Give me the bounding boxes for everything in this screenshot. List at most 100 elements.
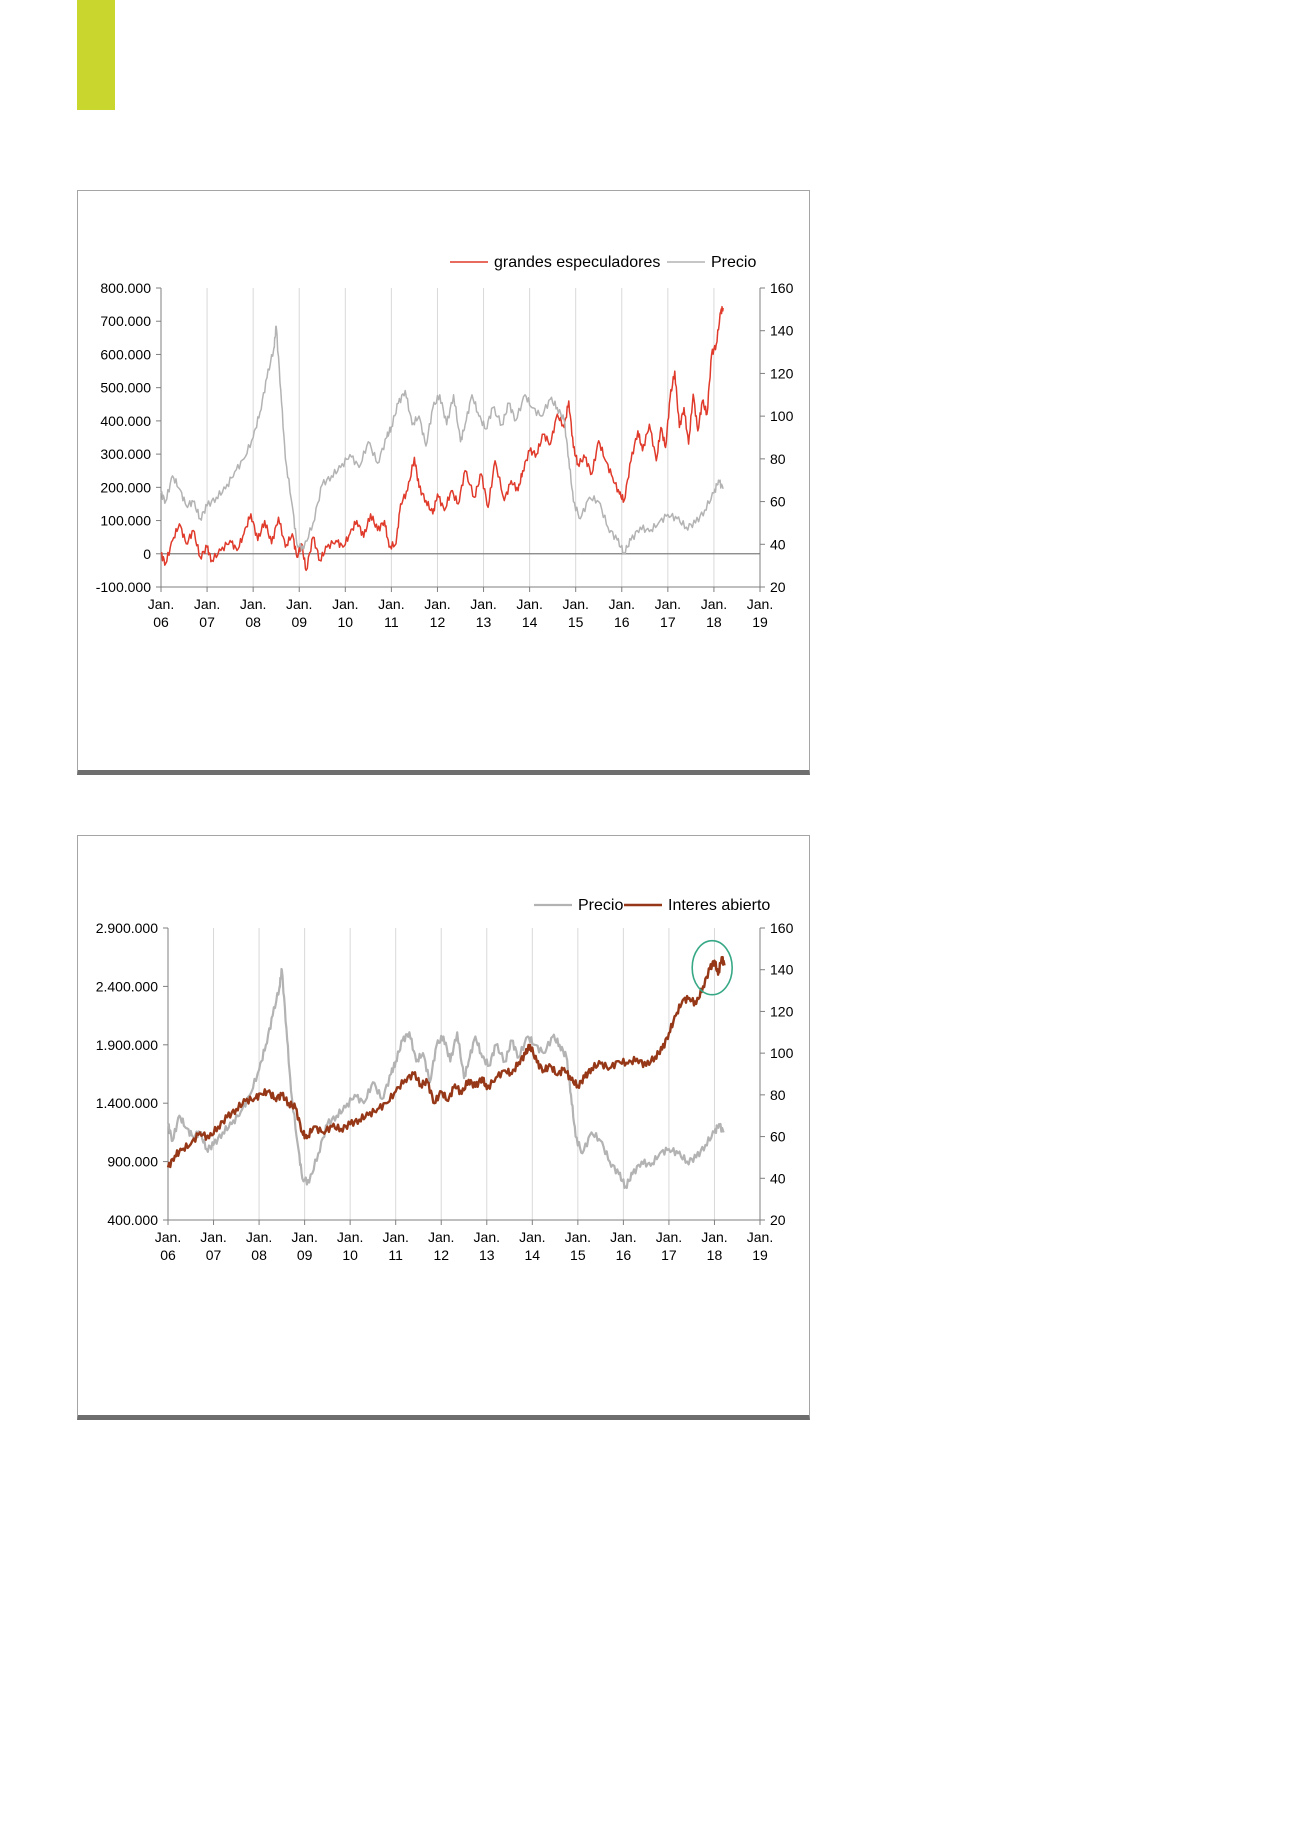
y-right-tick-label: 80	[770, 451, 786, 467]
x-tick-label: Jan. 08	[240, 596, 266, 630]
y-right-tick-label: 20	[770, 579, 786, 595]
x-tick-label-year: 19	[752, 1247, 768, 1263]
legend-label: Precio	[578, 897, 623, 914]
x-tick-label-year: 09	[297, 1247, 313, 1263]
x-tick-label-month: Jan.	[246, 1229, 272, 1245]
x-tick-label: Jan. 09	[286, 596, 312, 630]
y-left-tick-label: 400.000	[107, 1212, 158, 1228]
y-right-tick-label: 120	[770, 365, 794, 381]
series-line-grandes-especuladores	[160, 305, 724, 572]
x-tick-label-year: 11	[384, 614, 399, 630]
x-tick-label-year: 15	[570, 1247, 586, 1263]
x-tick-label: Jan. 14	[519, 1229, 545, 1263]
x-tick-label: Jan. 11	[382, 1229, 408, 1263]
x-tick-label-month: Jan.	[610, 1229, 636, 1245]
y-left-tick-label: 300.000	[100, 446, 151, 462]
y-right-tick-label: 160	[770, 920, 794, 936]
x-tick-label-year: 17	[660, 614, 676, 630]
accent-bar	[77, 0, 115, 110]
y-right-tick-label: 40	[770, 1170, 786, 1186]
y-right-tick-label: 140	[770, 962, 794, 978]
y-right-tick-label: 40	[770, 536, 786, 552]
x-tick-label-month: Jan.	[474, 1229, 500, 1245]
x-tick-label-month: Jan.	[747, 596, 773, 612]
x-tick-label: Jan. 11	[378, 596, 404, 630]
x-tick-label-month: Jan.	[286, 596, 312, 612]
x-tick-label: Jan. 18	[701, 596, 727, 630]
y-left-tick-label: 100.000	[100, 513, 151, 529]
x-tick-label: Jan. 12	[428, 1229, 454, 1263]
y-right-tick-label: 100	[770, 408, 794, 424]
series-line-interes-abierto	[166, 955, 726, 1169]
y-left-tick-label: 2.900.000	[96, 920, 158, 936]
y-right-tick-label: 60	[770, 1129, 786, 1145]
x-tick-label-month: Jan.	[194, 596, 220, 612]
x-tick-label-year: 10	[338, 614, 354, 630]
x-tick-label-year: 15	[568, 614, 584, 630]
x-tick-label-month: Jan.	[332, 596, 358, 612]
x-tick-label-year: 09	[291, 614, 307, 630]
x-tick-label: Jan. 15	[562, 596, 588, 630]
x-tick-label-month: Jan.	[516, 596, 542, 612]
x-tick-label-year: 16	[616, 1247, 632, 1263]
y-left-tick-label: 1.400.000	[96, 1095, 158, 1111]
x-tick-label-year: 18	[707, 1247, 723, 1263]
x-tick-label: Jan. 15	[565, 1229, 591, 1263]
x-tick-label-month: Jan.	[470, 596, 496, 612]
x-tick-label-year: 07	[206, 1247, 222, 1263]
legend-label: Interes abierto	[668, 897, 770, 914]
y-right-tick-label: 140	[770, 323, 794, 339]
x-tick-label-month: Jan.	[701, 1229, 727, 1245]
y-right-tick-label: 120	[770, 1003, 794, 1019]
y-left-tick-label: 500.000	[100, 380, 151, 396]
y-left-tick-label: 2.400.000	[96, 978, 158, 994]
x-tick-label-year: 11	[388, 1247, 403, 1263]
y-left-tick-label: 1.900.000	[96, 1037, 158, 1053]
x-tick-label: Jan. 17	[656, 1229, 682, 1263]
x-tick-label-year: 13	[479, 1247, 495, 1263]
series-line-precio	[167, 967, 725, 1189]
x-tick-label-year: 14	[522, 614, 538, 630]
x-tick-label: Jan. 18	[701, 1229, 727, 1263]
x-tick-label-month: Jan.	[378, 596, 404, 612]
x-tick-label: Jan. 06	[155, 1229, 181, 1263]
x-tick-label-month: Jan.	[747, 1229, 773, 1245]
x-tick-label-month: Jan.	[428, 1229, 454, 1245]
x-tick-label-year: 12	[433, 1247, 449, 1263]
x-tick-label-year: 14	[525, 1247, 541, 1263]
x-tick-label-month: Jan.	[562, 596, 588, 612]
x-tick-label-year: 18	[706, 614, 722, 630]
x-tick-label: Jan. 13	[474, 1229, 500, 1263]
x-tick-label-year: 06	[160, 1247, 176, 1263]
y-left-tick-label: 600.000	[100, 346, 151, 362]
x-tick-label-year: 07	[199, 614, 215, 630]
legend-label: grandes especuladores	[494, 254, 660, 271]
x-tick-label-month: Jan.	[701, 596, 727, 612]
x-tick-label-month: Jan.	[291, 1229, 317, 1245]
x-tick-label-year: 16	[614, 614, 630, 630]
x-tick-label-month: Jan.	[240, 596, 266, 612]
x-tick-label: Jan. 10	[332, 596, 358, 630]
x-tick-label-month: Jan.	[519, 1229, 545, 1245]
x-tick-label: Jan. 07	[194, 596, 220, 630]
x-tick-label-year: 10	[342, 1247, 358, 1263]
series-line-precio	[160, 325, 724, 555]
y-left-tick-label: 200.000	[100, 479, 151, 495]
x-tick-label: Jan. 19	[747, 1229, 773, 1263]
x-tick-label: Jan. 19	[747, 596, 773, 630]
y-left-tick-label: 700.000	[100, 313, 151, 329]
x-tick-label: Jan. 16	[610, 1229, 636, 1263]
x-tick-label: Jan. 10	[337, 1229, 363, 1263]
y-right-tick-label: 80	[770, 1087, 786, 1103]
x-tick-label-year: 08	[245, 614, 261, 630]
x-tick-label-month: Jan.	[382, 1229, 408, 1245]
y-left-tick-label: 800.000	[100, 280, 151, 296]
x-tick-label-year: 13	[476, 614, 492, 630]
y-right-tick-label: 160	[770, 280, 794, 296]
x-tick-label: Jan. 14	[516, 596, 542, 630]
chart-panel-speculators: Jan. 06 Jan. 07 Jan. 08 Jan. 09 Jan. 10 Jan. 11 Jan.…	[77, 190, 810, 775]
x-tick-label-year: 06	[153, 614, 169, 630]
chart-panel-open-interest: Jan. 06 Jan. 07 Jan. 08 Jan. 09 Jan. 10 Jan. 11 Jan.…	[77, 835, 810, 1420]
x-tick-label-month: Jan.	[200, 1229, 226, 1245]
